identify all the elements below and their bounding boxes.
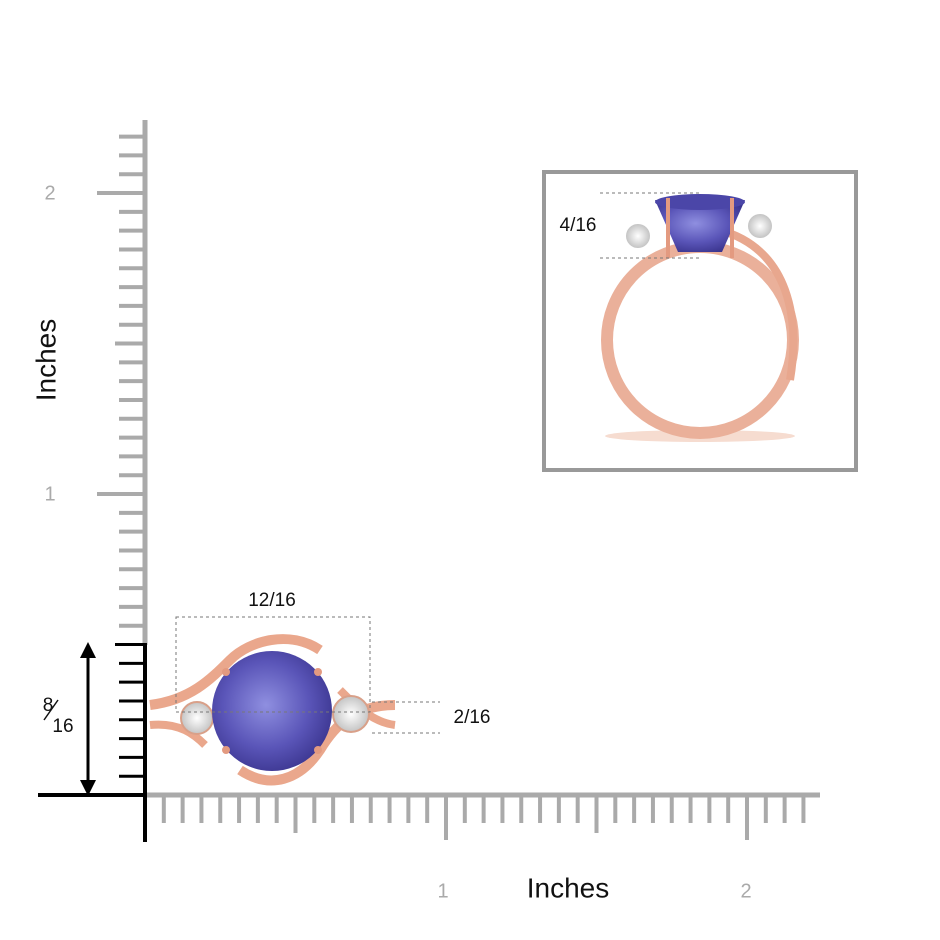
dimension-denominator: 16 <box>52 716 73 737</box>
y-axis-label: Inches <box>30 319 61 402</box>
ring-top-view <box>149 634 396 786</box>
dimension-numerator: 8 <box>43 695 54 716</box>
x-tick-label: 1 <box>437 880 448 902</box>
dimension-label: 4/16 <box>560 215 597 236</box>
x-axis-label: Inches <box>527 872 610 903</box>
fraction-slash <box>43 699 59 721</box>
dimension-label: 2/16 <box>454 707 491 728</box>
rulers <box>97 120 820 840</box>
ring-side-view <box>601 194 799 442</box>
y-tick-label: 1 <box>44 483 55 505</box>
arrow-head <box>80 780 96 796</box>
arrow-head <box>80 642 96 658</box>
dimension-box <box>175 616 371 713</box>
dimension-label: 12/16 <box>248 590 296 611</box>
x-tick-label: 2 <box>740 880 751 902</box>
y-tick-label: 2 <box>44 182 55 204</box>
